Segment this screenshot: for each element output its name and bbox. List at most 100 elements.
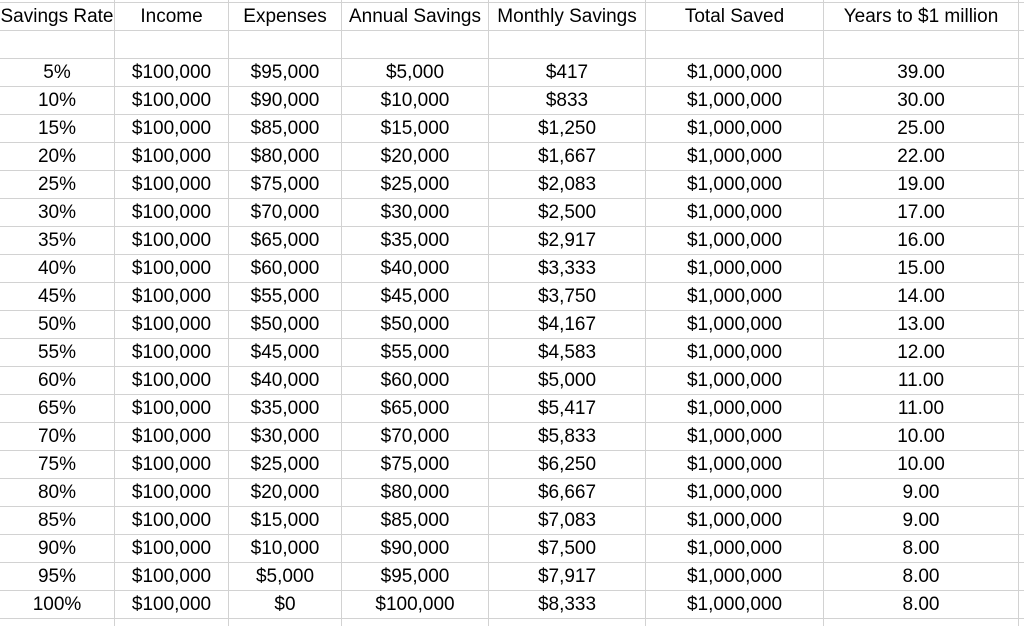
table-cell[interactable]: $1,000,000 [646, 507, 824, 535]
table-cell[interactable]: $45,000 [229, 339, 342, 367]
table-cell[interactable]: $1,000,000 [646, 87, 824, 115]
table-cell[interactable]: $95,000 [342, 563, 489, 591]
table-cell[interactable]: $20,000 [342, 143, 489, 171]
table-cell[interactable]: 5% [0, 59, 115, 87]
table-cell[interactable]: $1,667 [489, 143, 646, 171]
table-cell[interactable]: $100,000 [115, 395, 229, 423]
table-cell[interactable]: $100,000 [115, 143, 229, 171]
table-cell[interactable]: 65% [0, 395, 115, 423]
table-cell[interactable]: 16.00 [824, 227, 1019, 255]
table-cell[interactable]: 15.00 [824, 255, 1019, 283]
table-cell[interactable]: $100,000 [115, 311, 229, 339]
table-cell[interactable]: 19.00 [824, 171, 1019, 199]
table-cell[interactable]: 90% [0, 535, 115, 563]
table-cell[interactable]: $1,000,000 [646, 143, 824, 171]
table-cell[interactable]: $90,000 [229, 87, 342, 115]
header-cell-expenses[interactable]: Expenses [229, 3, 342, 31]
table-cell[interactable]: $833 [489, 87, 646, 115]
table-cell[interactable]: 40% [0, 255, 115, 283]
table-cell[interactable]: $1,000,000 [646, 255, 824, 283]
table-cell[interactable]: $80,000 [342, 479, 489, 507]
table-cell[interactable]: $40,000 [342, 255, 489, 283]
table-cell[interactable]: $80,000 [229, 143, 342, 171]
table-cell[interactable]: $1,000,000 [646, 311, 824, 339]
table-cell[interactable]: 17.00 [824, 199, 1019, 227]
table-cell[interactable]: 11.00 [824, 367, 1019, 395]
table-cell[interactable]: 60% [0, 367, 115, 395]
table-cell[interactable]: $100,000 [115, 255, 229, 283]
table-cell[interactable]: $3,750 [489, 283, 646, 311]
table-cell[interactable]: $100,000 [115, 115, 229, 143]
table-cell[interactable]: $100,000 [115, 227, 229, 255]
table-cell[interactable]: $65,000 [229, 227, 342, 255]
table-cell[interactable]: 30.00 [824, 87, 1019, 115]
table-cell[interactable]: $2,083 [489, 171, 646, 199]
table-cell[interactable]: $4,167 [489, 311, 646, 339]
table-cell[interactable]: 45% [0, 283, 115, 311]
table-cell[interactable]: $6,250 [489, 451, 646, 479]
table-cell[interactable]: 50% [0, 311, 115, 339]
table-cell[interactable]: 8.00 [824, 591, 1019, 619]
table-cell[interactable]: $40,000 [229, 367, 342, 395]
table-cell[interactable]: 9.00 [824, 507, 1019, 535]
table-cell[interactable]: $417 [489, 59, 646, 87]
table-cell[interactable]: $60,000 [342, 367, 489, 395]
header-cell-monthly-savings[interactable]: Monthly Savings [489, 3, 646, 31]
table-cell[interactable]: $70,000 [342, 423, 489, 451]
table-cell[interactable]: $70,000 [229, 199, 342, 227]
table-cell[interactable]: 8.00 [824, 563, 1019, 591]
table-cell[interactable]: $1,000,000 [646, 367, 824, 395]
table-cell[interactable]: $100,000 [115, 423, 229, 451]
table-cell-empty[interactable] [646, 31, 824, 59]
table-cell[interactable]: $1,000,000 [646, 59, 824, 87]
table-cell[interactable]: $100,000 [115, 87, 229, 115]
table-cell[interactable]: $7,500 [489, 535, 646, 563]
table-cell[interactable]: $5,833 [489, 423, 646, 451]
table-cell[interactable]: $100,000 [115, 591, 229, 619]
table-cell-empty[interactable] [0, 31, 115, 59]
table-cell[interactable]: $100,000 [115, 507, 229, 535]
table-cell[interactable]: $6,667 [489, 479, 646, 507]
table-cell[interactable]: $30,000 [342, 199, 489, 227]
table-cell[interactable]: $60,000 [229, 255, 342, 283]
table-cell[interactable]: 70% [0, 423, 115, 451]
table-cell[interactable]: $1,000,000 [646, 451, 824, 479]
table-cell[interactable]: 15% [0, 115, 115, 143]
table-cell[interactable]: 39.00 [824, 59, 1019, 87]
table-cell[interactable]: $4,583 [489, 339, 646, 367]
table-cell[interactable]: $1,000,000 [646, 479, 824, 507]
table-cell[interactable]: $10,000 [342, 87, 489, 115]
table-cell[interactable]: $5,000 [342, 59, 489, 87]
table-cell[interactable]: $0 [229, 591, 342, 619]
header-cell-years-to-1-million[interactable]: Years to $1 million [824, 3, 1019, 31]
table-cell[interactable]: $55,000 [342, 339, 489, 367]
header-cell-savings-rate[interactable]: Savings Rate [0, 3, 115, 31]
table-cell[interactable]: 75% [0, 451, 115, 479]
header-cell-income[interactable]: Income [115, 3, 229, 31]
table-cell[interactable]: 9.00 [824, 479, 1019, 507]
table-cell-empty[interactable] [824, 31, 1019, 59]
table-cell[interactable]: $100,000 [115, 451, 229, 479]
table-cell[interactable]: $1,000,000 [646, 199, 824, 227]
table-cell[interactable]: $100,000 [115, 367, 229, 395]
table-cell[interactable]: $2,917 [489, 227, 646, 255]
table-cell[interactable]: $7,083 [489, 507, 646, 535]
table-cell[interactable]: $1,000,000 [646, 283, 824, 311]
table-cell[interactable]: $1,000,000 [646, 535, 824, 563]
header-cell-total-saved[interactable]: Total Saved [646, 3, 824, 31]
table-cell[interactable]: $100,000 [115, 59, 229, 87]
table-cell[interactable]: 95% [0, 563, 115, 591]
table-cell[interactable]: $1,000,000 [646, 171, 824, 199]
table-cell[interactable]: $1,000,000 [646, 339, 824, 367]
table-cell[interactable]: 80% [0, 479, 115, 507]
table-cell[interactable]: $90,000 [342, 535, 489, 563]
table-cell[interactable]: $3,333 [489, 255, 646, 283]
table-cell[interactable]: $75,000 [229, 171, 342, 199]
table-cell[interactable]: $25,000 [229, 451, 342, 479]
table-cell[interactable]: 12.00 [824, 339, 1019, 367]
table-cell[interactable]: $35,000 [229, 395, 342, 423]
header-cell-annual-savings[interactable]: Annual Savings [342, 3, 489, 31]
table-cell[interactable]: 10.00 [824, 423, 1019, 451]
table-cell[interactable]: $55,000 [229, 283, 342, 311]
table-cell[interactable]: $1,250 [489, 115, 646, 143]
